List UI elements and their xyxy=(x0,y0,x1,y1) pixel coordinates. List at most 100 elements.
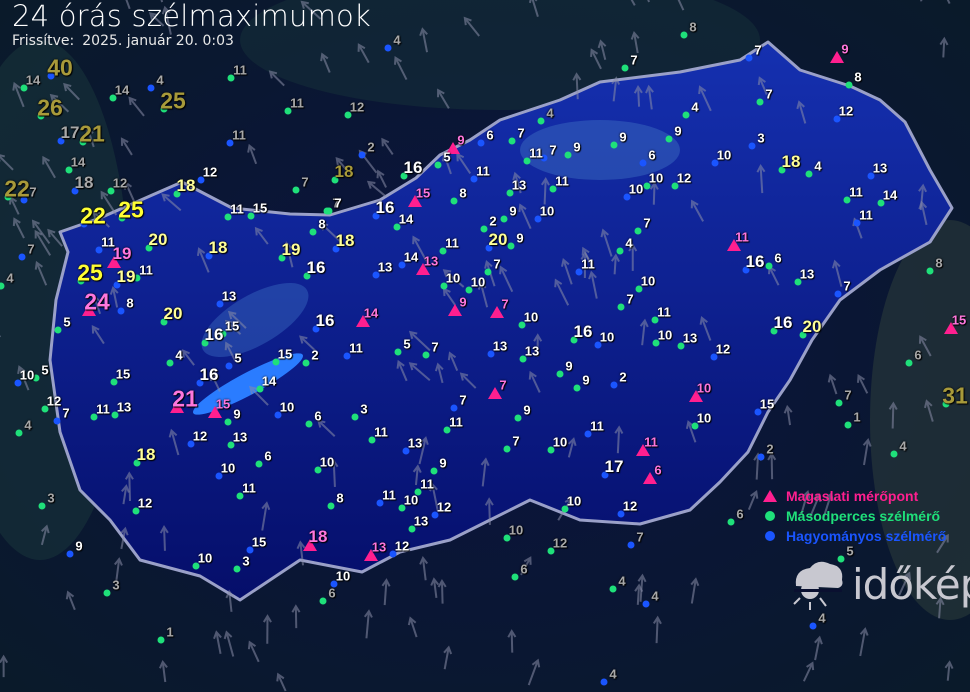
station-marker[interactable] xyxy=(844,421,852,429)
station-marker[interactable] xyxy=(443,426,451,434)
station-marker[interactable] xyxy=(523,157,531,165)
station-marker[interactable] xyxy=(642,600,650,608)
mountain-station-marker[interactable] xyxy=(107,256,121,268)
station-marker[interactable] xyxy=(500,215,508,223)
station-marker[interactable] xyxy=(160,105,168,113)
station-marker[interactable] xyxy=(79,138,87,146)
station-marker[interactable] xyxy=(511,573,519,581)
station-marker[interactable] xyxy=(770,327,778,335)
mountain-station-marker[interactable] xyxy=(208,406,222,418)
station-marker[interactable] xyxy=(327,502,335,510)
station-marker[interactable] xyxy=(398,504,406,512)
mountain-station-marker[interactable] xyxy=(82,304,96,316)
station-marker[interactable] xyxy=(18,253,26,261)
station-marker[interactable] xyxy=(635,285,643,293)
station-marker[interactable] xyxy=(274,411,282,419)
station-marker[interactable] xyxy=(358,151,366,159)
station-marker[interactable] xyxy=(236,492,244,500)
station-marker[interactable] xyxy=(41,405,49,413)
station-marker[interactable] xyxy=(47,72,55,80)
station-marker[interactable] xyxy=(623,193,631,201)
station-marker[interactable] xyxy=(634,227,642,235)
station-marker[interactable] xyxy=(331,176,339,184)
mountain-station-marker[interactable] xyxy=(636,444,650,456)
station-marker[interactable] xyxy=(90,413,98,421)
station-marker[interactable] xyxy=(485,244,493,252)
station-marker[interactable] xyxy=(145,244,153,252)
station-marker[interactable] xyxy=(376,499,384,507)
station-marker[interactable] xyxy=(745,54,753,62)
station-marker[interactable] xyxy=(408,525,416,533)
station-marker[interactable] xyxy=(319,597,327,605)
mountain-station-marker[interactable] xyxy=(689,390,703,402)
station-marker[interactable] xyxy=(711,159,719,167)
station-marker[interactable] xyxy=(215,472,223,480)
station-marker[interactable] xyxy=(691,422,699,430)
station-marker[interactable] xyxy=(393,223,401,231)
station-marker[interactable] xyxy=(627,541,635,549)
station-marker[interactable] xyxy=(794,278,802,286)
station-marker[interactable] xyxy=(508,137,516,145)
station-marker[interactable] xyxy=(556,370,564,378)
station-marker[interactable] xyxy=(665,135,673,143)
station-marker[interactable] xyxy=(439,247,447,255)
station-marker[interactable] xyxy=(549,185,557,193)
station-marker[interactable] xyxy=(402,447,410,455)
station-marker[interactable] xyxy=(601,471,609,479)
station-marker[interactable] xyxy=(117,307,125,315)
station-marker[interactable] xyxy=(80,220,88,228)
station-marker[interactable] xyxy=(38,502,46,510)
station-marker[interactable] xyxy=(224,213,232,221)
mountain-station-marker[interactable] xyxy=(356,315,370,327)
station-marker[interactable] xyxy=(748,142,756,150)
station-marker[interactable] xyxy=(617,510,625,518)
station-marker[interactable] xyxy=(507,242,515,250)
idokep-logo[interactable]: időkép xyxy=(790,556,970,612)
station-marker[interactable] xyxy=(570,336,578,344)
station-marker[interactable] xyxy=(110,378,118,386)
station-marker[interactable] xyxy=(173,190,181,198)
station-marker[interactable] xyxy=(133,274,141,282)
station-marker[interactable] xyxy=(394,348,402,356)
station-marker[interactable] xyxy=(398,261,406,269)
station-marker[interactable] xyxy=(53,417,61,425)
station-marker[interactable] xyxy=(487,350,495,358)
station-marker[interactable] xyxy=(330,580,338,588)
station-marker[interactable] xyxy=(65,166,73,174)
station-marker[interactable] xyxy=(677,342,685,350)
station-marker[interactable] xyxy=(651,316,659,324)
station-marker[interactable] xyxy=(384,44,392,52)
station-marker[interactable] xyxy=(314,466,322,474)
station-marker[interactable] xyxy=(621,64,629,72)
station-marker[interactable] xyxy=(833,115,841,123)
station-marker[interactable] xyxy=(765,262,773,270)
station-marker[interactable] xyxy=(227,441,235,449)
station-marker[interactable] xyxy=(480,225,488,233)
station-marker[interactable] xyxy=(742,266,750,274)
station-marker[interactable] xyxy=(309,228,317,236)
station-marker[interactable] xyxy=(20,196,28,204)
station-marker[interactable] xyxy=(835,399,843,407)
station-marker[interactable] xyxy=(302,359,310,367)
station-marker[interactable] xyxy=(837,555,845,563)
mountain-station-marker[interactable] xyxy=(830,51,844,63)
station-marker[interactable] xyxy=(118,214,126,222)
station-marker[interactable] xyxy=(600,678,608,686)
station-marker[interactable] xyxy=(477,139,485,147)
station-marker[interactable] xyxy=(643,182,651,190)
mountain-station-marker[interactable] xyxy=(448,304,462,316)
station-marker[interactable] xyxy=(778,166,786,174)
mountain-station-marker[interactable] xyxy=(446,142,460,154)
station-marker[interactable] xyxy=(292,186,300,194)
station-marker[interactable] xyxy=(450,197,458,205)
station-marker[interactable] xyxy=(57,137,65,145)
station-marker[interactable] xyxy=(414,488,422,496)
station-marker[interactable] xyxy=(20,84,28,92)
station-marker[interactable] xyxy=(890,450,898,458)
station-marker[interactable] xyxy=(111,411,119,419)
station-marker[interactable] xyxy=(332,245,340,253)
station-marker[interactable] xyxy=(201,339,209,347)
station-marker[interactable] xyxy=(756,98,764,106)
station-marker[interactable] xyxy=(32,374,40,382)
mountain-station-marker[interactable] xyxy=(490,306,504,318)
